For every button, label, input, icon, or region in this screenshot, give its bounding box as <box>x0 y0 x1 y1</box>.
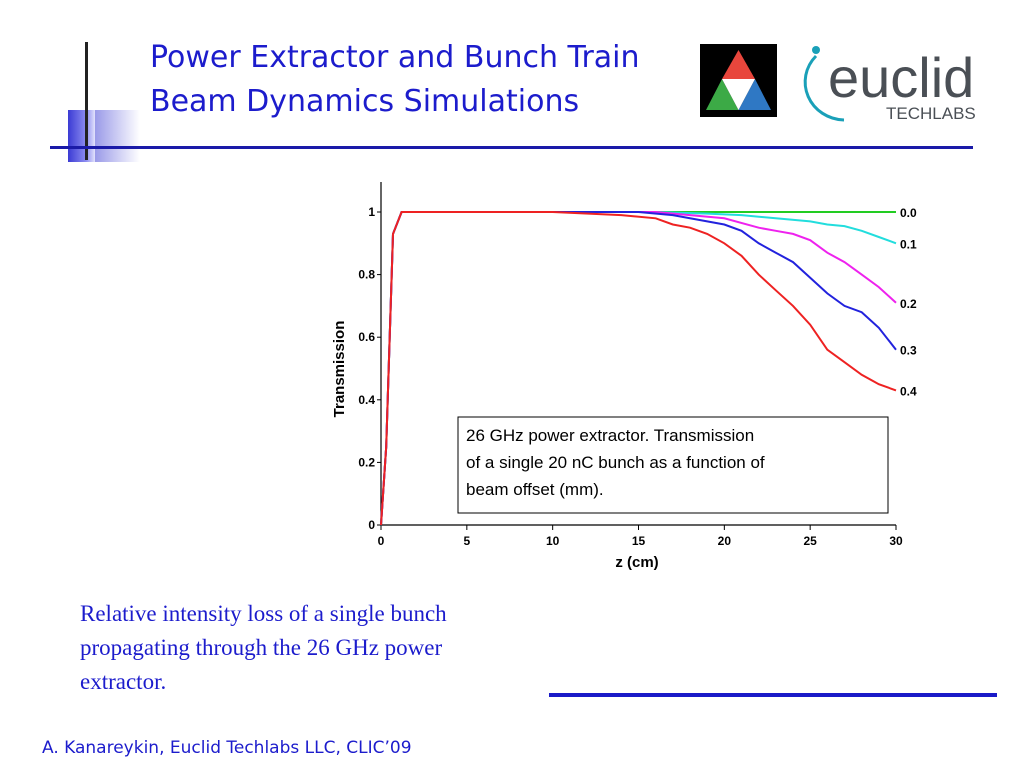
chart-series-labels: 0.0 0.1 0.2 0.3 0.4 <box>900 206 917 398</box>
series-label-0.2: 0.2 <box>900 297 917 311</box>
x-tick-label: 20 <box>718 534 732 548</box>
y-tick-label: 0.6 <box>358 330 375 344</box>
vertical-rule <box>85 42 88 160</box>
x-tick-label: 10 <box>546 534 560 548</box>
series-line-0.4 <box>380 211 897 526</box>
title-line-1: Power Extractor and Bunch Train <box>150 40 640 75</box>
chart-annotation-box: 26 GHz power extractor. Transmission of a… <box>457 416 889 514</box>
logo-wordmark: euclid <box>828 46 974 109</box>
figure-caption: Relative intensity loss of a single bunc… <box>80 597 550 699</box>
accent-square <box>68 110 98 162</box>
series-label-0.0: 0.0 <box>900 206 917 220</box>
caption-line-3: extractor. <box>80 669 167 694</box>
y-tick-label: 0.2 <box>358 455 375 469</box>
y-tick-label: 0 <box>368 518 375 532</box>
annotation-line: beam offset (mm). <box>466 480 604 499</box>
annotation-box <box>457 416 889 514</box>
chart-series <box>380 211 897 526</box>
caption-line-1: Relative intensity loss of a single bunc… <box>80 601 447 626</box>
slide-title: Power Extractor and Bunch Train Beam Dyn… <box>150 36 640 124</box>
triangle-logo-icon <box>700 44 777 117</box>
x-axis-label: z (cm) <box>615 554 658 571</box>
y-axis-label: Transmission <box>331 321 348 418</box>
x-tick-label: 15 <box>632 534 646 548</box>
series-label-0.4: 0.4 <box>900 384 917 398</box>
annotation-line: of a single 20 nC bunch as a function of <box>466 453 765 472</box>
caption-line-2: propagating through the 26 GHz power <box>80 635 443 660</box>
caption-rule <box>549 693 997 697</box>
y-tick-label: 1 <box>368 205 375 219</box>
y-tick-label: 0.8 <box>358 268 375 282</box>
footer-credit: A. Kanareykin, Euclid Techlabs LLC, CLIC… <box>42 738 412 758</box>
accent-fade <box>95 110 140 162</box>
chart-axes: 0 5 10 15 20 25 30 0 0.2 0.4 0.6 0.8 1 <box>358 182 903 548</box>
euclid-logo: euclid TECHLABS <box>803 46 976 122</box>
series-label-0.3: 0.3 <box>900 344 917 358</box>
title-line-2: Beam Dynamics Simulations <box>150 84 580 119</box>
x-tick-label: 0 <box>378 534 385 548</box>
title-rule <box>50 146 973 149</box>
series-label-0.1: 0.1 <box>900 237 917 251</box>
x-tick-label: 25 <box>803 534 817 548</box>
x-tick-label: 30 <box>889 534 903 548</box>
logo-subword: TECHLABS <box>886 104 976 122</box>
annotation-line: 26 GHz power extractor. Transmission <box>466 426 754 445</box>
x-tick-label: 5 <box>463 534 470 548</box>
y-tick-label: 0.4 <box>358 393 375 407</box>
